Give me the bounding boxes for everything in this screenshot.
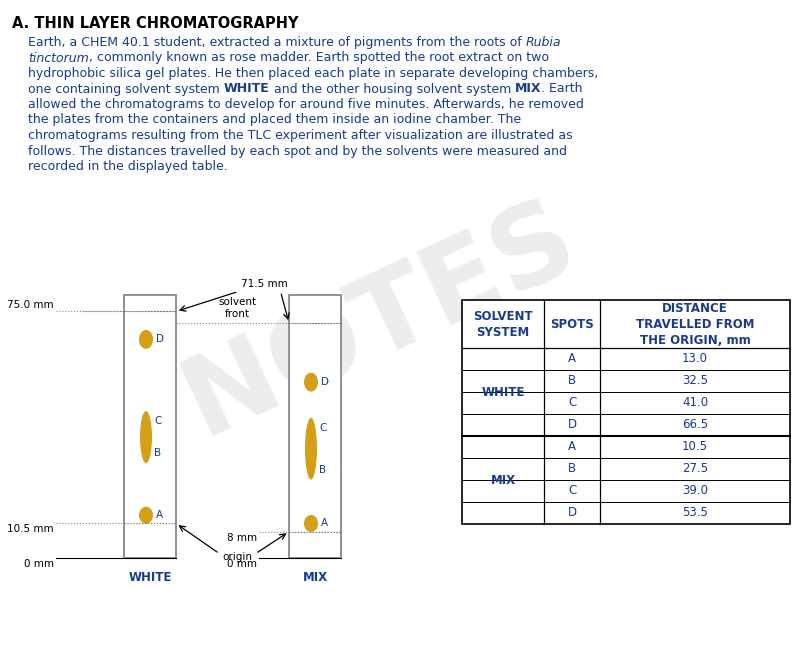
Text: D: D <box>156 334 164 345</box>
Text: DISTANCE
TRAVELLED FROM
THE ORIGIN, mm: DISTANCE TRAVELLED FROM THE ORIGIN, mm <box>636 301 754 347</box>
Text: 71.5 mm: 71.5 mm <box>241 279 287 290</box>
Text: one containing solvent system: one containing solvent system <box>12 82 224 95</box>
Text: 41.0: 41.0 <box>682 396 708 409</box>
Text: C: C <box>568 396 576 409</box>
Text: D: D <box>568 506 576 519</box>
Text: chromatograms resulting from the TLC experiment after visualization are illustra: chromatograms resulting from the TLC exp… <box>12 129 572 142</box>
Text: 32.5: 32.5 <box>682 375 708 388</box>
Text: A: A <box>568 353 576 366</box>
Text: NOTES: NOTES <box>167 183 592 457</box>
Text: Earth, a CHEM 40.1 student, extracted a mixture of pigments from the roots of: Earth, a CHEM 40.1 student, extracted a … <box>12 36 526 49</box>
Text: WHITE: WHITE <box>481 385 525 398</box>
Text: A: A <box>568 441 576 453</box>
Text: B: B <box>568 375 576 388</box>
Bar <box>462 300 790 524</box>
Text: , commonly known as rose madder. Earth spotted the root extract on two: , commonly known as rose madder. Earth s… <box>89 52 549 65</box>
Text: A: A <box>156 510 163 521</box>
Text: allowed the chromatograms to develop for around five minutes. Afterwards, he rem: allowed the chromatograms to develop for… <box>12 98 584 111</box>
Text: MIX: MIX <box>490 473 515 487</box>
Text: D: D <box>321 377 329 387</box>
Text: 13.0: 13.0 <box>682 353 708 366</box>
Text: B: B <box>154 448 161 458</box>
Text: origin: origin <box>222 552 253 562</box>
Text: WHITE: WHITE <box>224 82 270 95</box>
Text: WHITE: WHITE <box>128 571 171 584</box>
Ellipse shape <box>139 330 153 349</box>
Text: Rubia: Rubia <box>526 36 561 49</box>
Text: B: B <box>319 464 326 475</box>
Text: C: C <box>319 422 326 433</box>
Text: C: C <box>568 485 576 498</box>
Ellipse shape <box>305 418 317 479</box>
Text: 27.5: 27.5 <box>682 462 708 475</box>
Text: follows. The distances travelled by each spot and by the solvents were measured : follows. The distances travelled by each… <box>12 145 567 158</box>
Text: tinctorum: tinctorum <box>28 52 89 65</box>
Text: 66.5: 66.5 <box>682 419 708 432</box>
Ellipse shape <box>304 515 318 532</box>
Ellipse shape <box>304 373 318 392</box>
Text: A: A <box>321 519 328 528</box>
Text: 10.5: 10.5 <box>682 441 708 453</box>
Text: 8 mm: 8 mm <box>227 533 257 543</box>
Text: SPOTS: SPOTS <box>550 317 594 330</box>
Bar <box>289 295 341 558</box>
Bar <box>124 295 176 558</box>
Text: solvent
front: solvent front <box>218 298 257 319</box>
Text: B: B <box>568 462 576 475</box>
Text: C: C <box>154 416 161 426</box>
Text: A. THIN LAYER CHROMATOGRAPHY: A. THIN LAYER CHROMATOGRAPHY <box>12 16 299 31</box>
Text: . Earth: . Earth <box>541 82 583 95</box>
Text: 39.0: 39.0 <box>682 485 708 498</box>
Text: SOLVENT
SYSTEM: SOLVENT SYSTEM <box>473 309 533 339</box>
Text: 75.0 mm: 75.0 mm <box>7 300 54 311</box>
Text: 0 mm: 0 mm <box>24 559 54 569</box>
Ellipse shape <box>140 411 152 463</box>
Text: the plates from the containers and placed them inside an iodine chamber. The: the plates from the containers and place… <box>12 114 521 126</box>
Text: MIX: MIX <box>514 82 541 95</box>
Ellipse shape <box>139 507 153 524</box>
Text: and the other housing solvent system: and the other housing solvent system <box>270 82 514 95</box>
Text: recorded in the displayed table.: recorded in the displayed table. <box>12 160 228 173</box>
Text: 10.5 mm: 10.5 mm <box>7 525 54 534</box>
Text: MIX: MIX <box>303 571 328 584</box>
Text: 53.5: 53.5 <box>682 506 708 519</box>
Text: 0 mm: 0 mm <box>227 559 257 569</box>
Text: D: D <box>568 419 576 432</box>
Text: hydrophobic silica gel plates. He then placed each plate in separate developing : hydrophobic silica gel plates. He then p… <box>12 67 598 80</box>
